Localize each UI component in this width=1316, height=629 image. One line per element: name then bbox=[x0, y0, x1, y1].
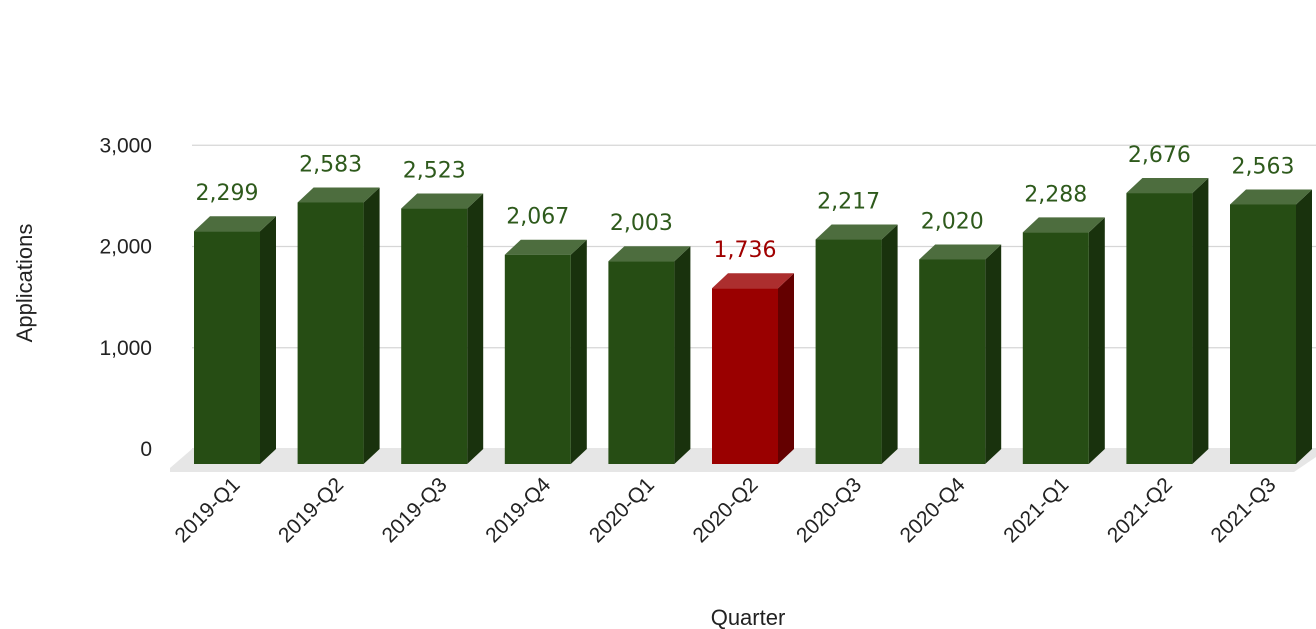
y-tick-label: 0 bbox=[140, 438, 152, 461]
x-tick-label: 2019-Q4 bbox=[481, 473, 555, 547]
x-tick-label: 2019-Q3 bbox=[378, 473, 452, 547]
bar-front bbox=[1022, 232, 1089, 464]
data-label: 2,299 bbox=[196, 181, 259, 206]
bar-2021-Q1: 2,288 bbox=[1022, 182, 1105, 464]
bar-side bbox=[1088, 217, 1105, 464]
bar-front bbox=[815, 239, 882, 464]
x-tick-label: 2020-Q3 bbox=[792, 473, 866, 547]
bar-top bbox=[194, 216, 276, 232]
bar-side bbox=[570, 239, 587, 464]
bar-front bbox=[608, 261, 675, 464]
y-tick-label: 3,000 bbox=[99, 134, 152, 157]
bar-front bbox=[1230, 204, 1296, 464]
data-label: 2,583 bbox=[299, 152, 362, 177]
x-tick-label: 2020-Q4 bbox=[896, 473, 970, 547]
data-label: 2,676 bbox=[1128, 143, 1191, 168]
bar-2020-Q4: 2,020 bbox=[919, 209, 1002, 464]
data-label: 2,067 bbox=[506, 205, 569, 230]
x-tick-label: 2021-Q1 bbox=[999, 473, 1073, 547]
bar-front bbox=[919, 259, 986, 464]
x-tick-label: 2019-Q2 bbox=[274, 473, 348, 547]
y-tick-label: 1,000 bbox=[99, 337, 152, 360]
bar-top bbox=[1022, 217, 1105, 233]
x-tick-label: 2019-Q1 bbox=[170, 473, 244, 547]
bar-top bbox=[1230, 189, 1312, 205]
data-label: 2,020 bbox=[921, 209, 984, 234]
x-axis-title: Quarter bbox=[711, 605, 786, 629]
bar-2019-Q4: 2,067 bbox=[504, 205, 587, 464]
data-label: 2,523 bbox=[403, 159, 466, 184]
bar-top bbox=[1126, 178, 1209, 194]
bar-top bbox=[712, 273, 794, 289]
bar-2019-Q3: 2,523 bbox=[401, 159, 484, 464]
bar-side bbox=[881, 224, 898, 464]
bar-side bbox=[260, 216, 276, 464]
bar-front bbox=[504, 254, 571, 464]
bar-2019-Q2: 2,583 bbox=[297, 152, 380, 464]
bar-front bbox=[1126, 193, 1193, 464]
data-label: 2,563 bbox=[1232, 154, 1295, 179]
x-axis-tick-labels: 2019-Q1 2019-Q2 2019-Q3 2019-Q4 2020-Q1 2020-… bbox=[170, 473, 1280, 547]
x-tick-label: 2020-Q2 bbox=[688, 473, 762, 547]
bar-2021-Q2: 2,676 bbox=[1126, 143, 1209, 464]
bar-top bbox=[815, 224, 898, 240]
bar-side bbox=[674, 246, 691, 464]
bar-top bbox=[504, 239, 587, 255]
x-tick-label: 2020-Q1 bbox=[585, 473, 659, 547]
bar-2020-Q1: 2,003 bbox=[608, 211, 691, 464]
bar-top bbox=[608, 246, 691, 262]
x-tick-label: 2021-Q2 bbox=[1103, 473, 1177, 547]
data-label: 1,736 bbox=[714, 238, 777, 263]
bar-side bbox=[1296, 189, 1312, 464]
bar-2019-Q1: 2,299 bbox=[194, 181, 276, 464]
bar-side bbox=[363, 187, 380, 464]
bars: 2,299 2,583 2,523 2,067 2,003 1,736 2,217 2,020… bbox=[194, 143, 1312, 464]
bar-side bbox=[778, 273, 794, 464]
bar-front bbox=[712, 288, 778, 464]
y-axis-ticks: 0 1,000 2,000 3,000 bbox=[99, 134, 152, 461]
data-label: 2,217 bbox=[817, 190, 880, 215]
bar-top bbox=[401, 193, 484, 209]
bar-front bbox=[401, 208, 468, 464]
data-label: 2,288 bbox=[1024, 182, 1087, 207]
bar-top bbox=[919, 244, 1002, 260]
bar-2020-Q3: 2,217 bbox=[815, 190, 898, 464]
bar-side bbox=[467, 193, 484, 464]
bar-side bbox=[1192, 178, 1209, 464]
bar-top bbox=[297, 187, 380, 203]
x-tick-label: 2021-Q3 bbox=[1206, 473, 1280, 547]
bar-2021-Q3: 2,563 bbox=[1230, 154, 1312, 464]
bar-front bbox=[297, 202, 364, 464]
bar-2020-Q2: 1,736 bbox=[712, 238, 794, 464]
y-tick-label: 2,000 bbox=[99, 236, 152, 259]
y-axis-title: Applications bbox=[12, 224, 37, 343]
data-label: 2,003 bbox=[610, 211, 673, 236]
bar-side bbox=[985, 244, 1002, 464]
bar-front bbox=[194, 231, 260, 464]
